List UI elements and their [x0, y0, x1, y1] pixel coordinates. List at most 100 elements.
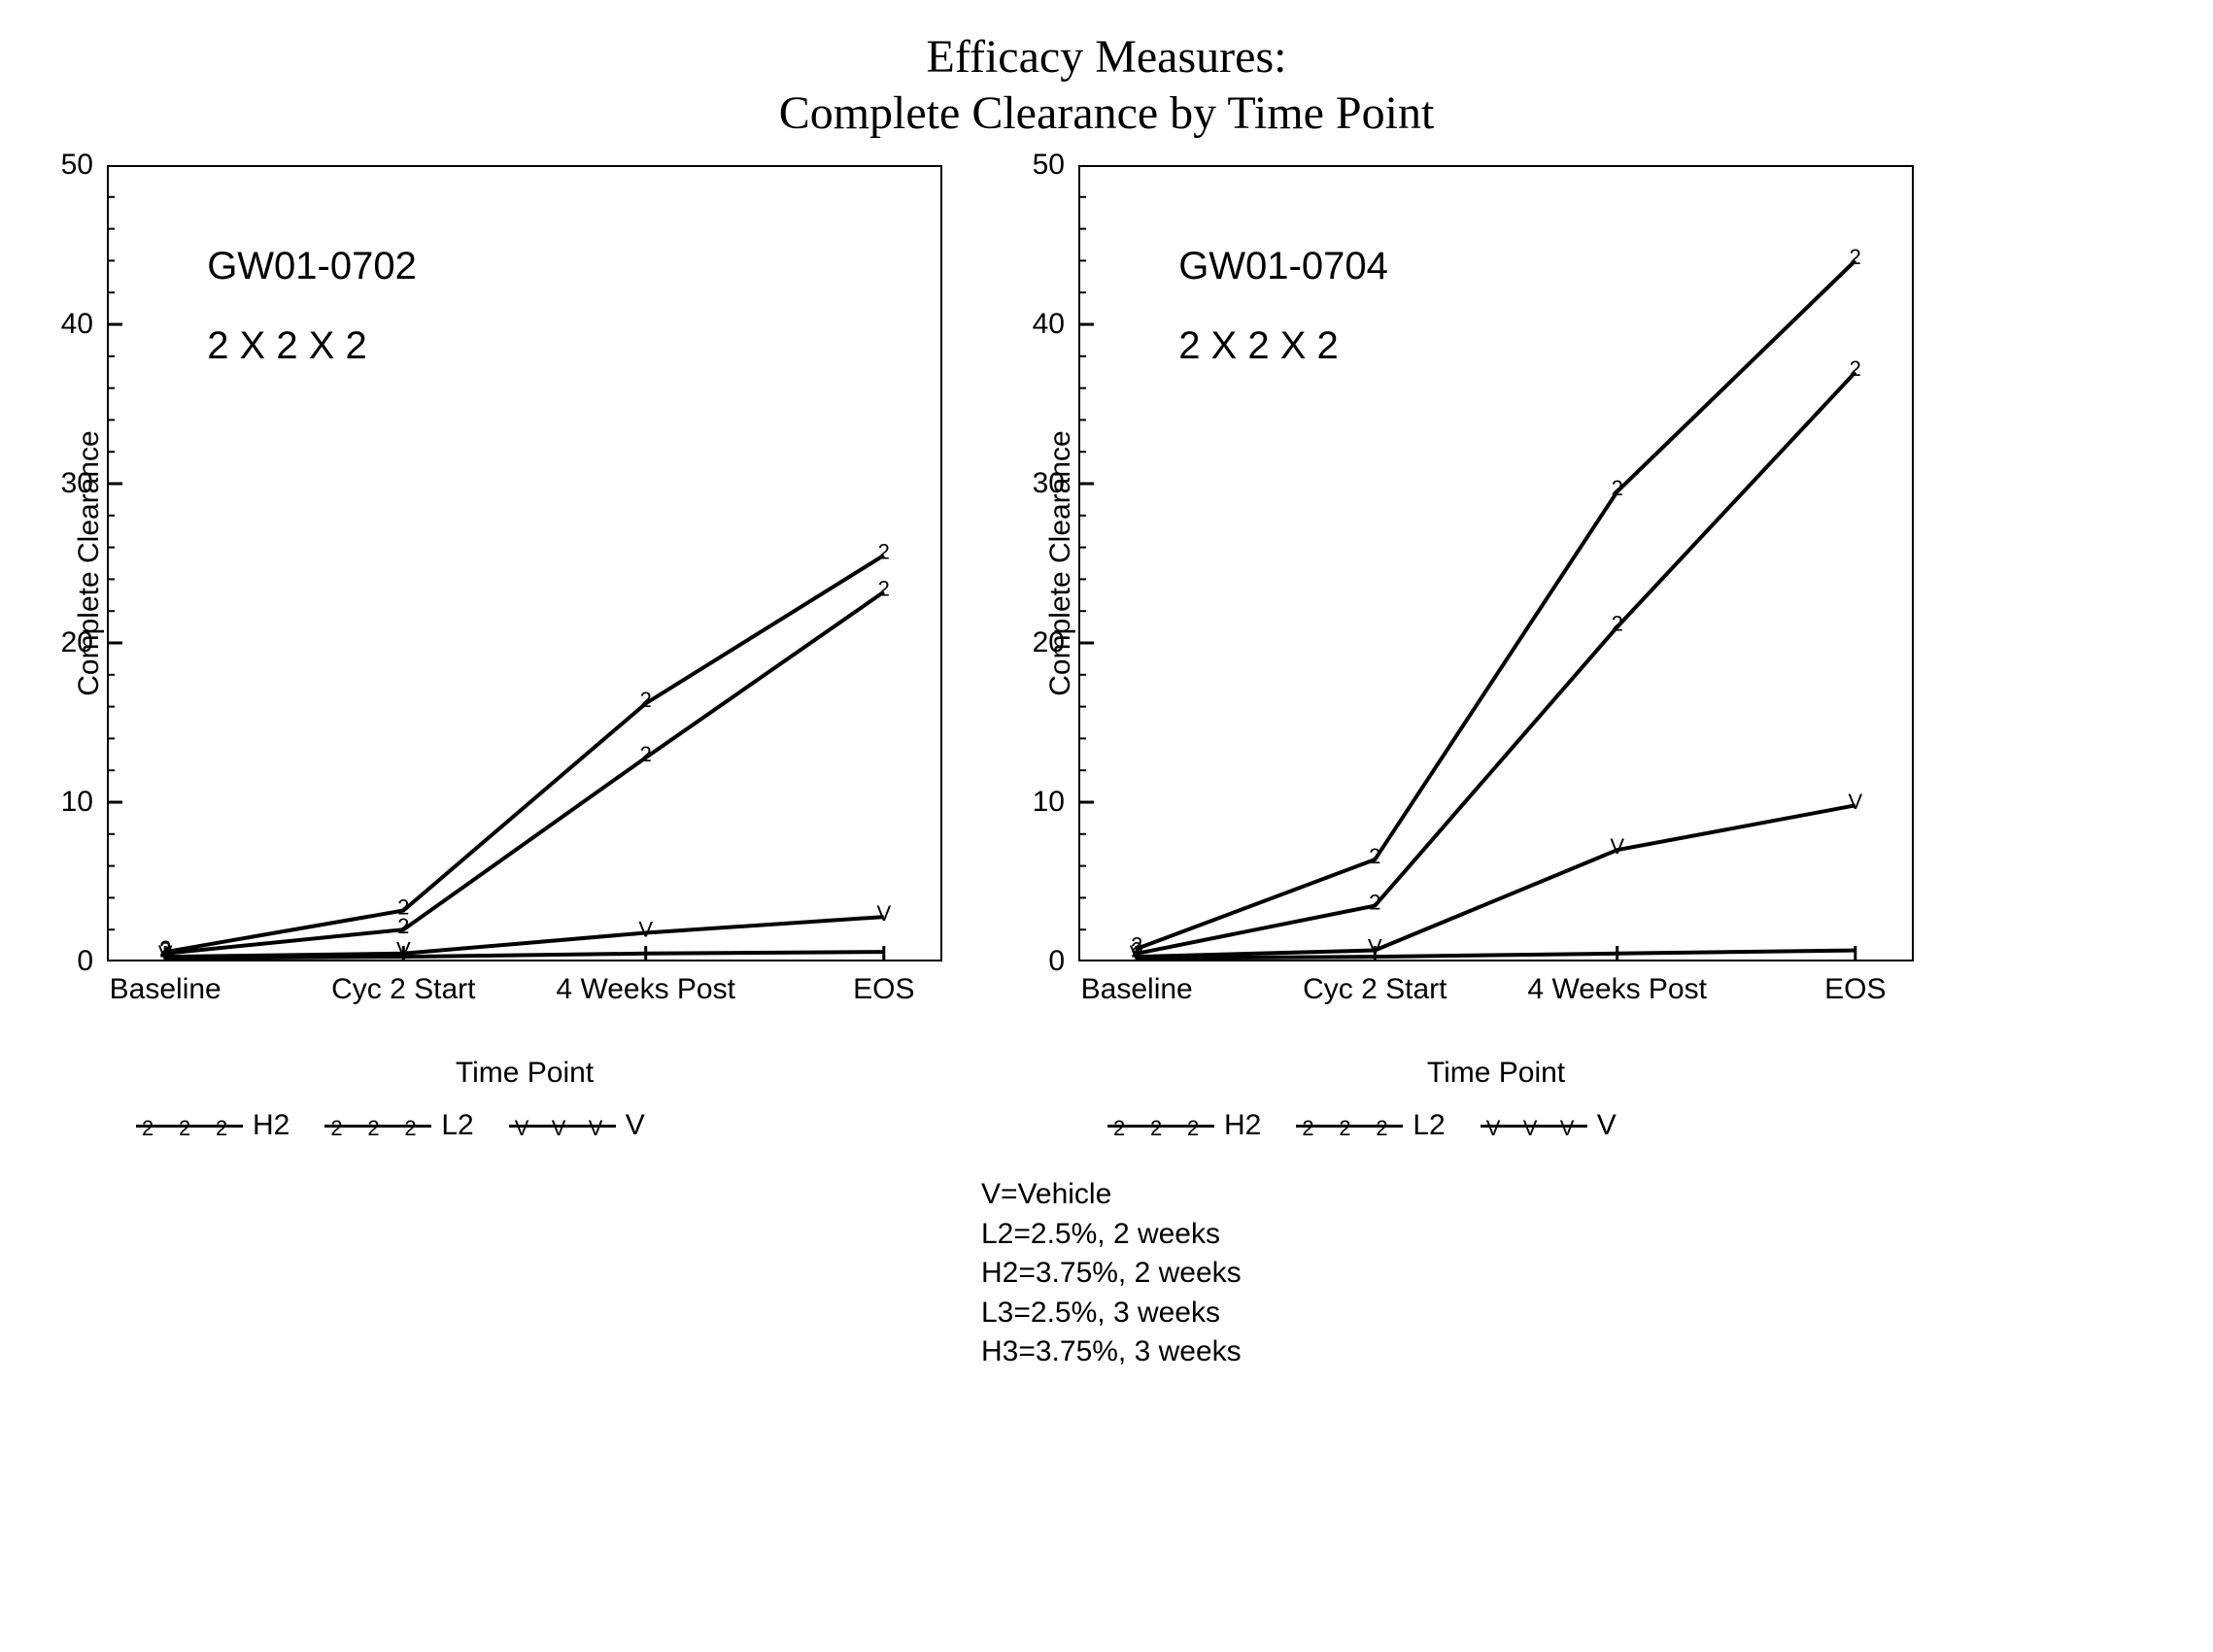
legend-marker-glyph: 2 — [1187, 1116, 1199, 1141]
legend-swatch: 222 — [1107, 1125, 1214, 1128]
page: Efficacy Measures: Complete Clearance by… — [0, 0, 2213, 1652]
x-tick-labels: Baseline Cyc 2 Start 4 Weeks Post EOS — [107, 973, 942, 1008]
x-axis-label: Time Point — [107, 1057, 942, 1090]
chart-panel-GW01-0704: Complete Clearance0102030405022222222VVV… — [1078, 165, 1914, 1142]
series-marker-V: V — [1848, 790, 1862, 814]
charts-row: Complete Clearance0102030405022222222VVV… — [107, 165, 1914, 1142]
legend-marker-glyph: V — [1523, 1116, 1538, 1141]
x-tick-labels: Baseline Cyc 2 Start 4 Weeks Post EOS — [1078, 973, 1914, 1008]
series-marker-L2: 2 — [878, 576, 890, 600]
y-tick-label: 20 — [61, 626, 93, 659]
legend-marker-glyph: 2 — [1150, 1116, 1162, 1141]
series-marker-H2: 2 — [640, 688, 652, 712]
x-tick-label: Baseline — [1081, 973, 1193, 1006]
legend-marker-glyph: V — [589, 1116, 603, 1141]
legend-marker-glyph: V — [552, 1116, 566, 1141]
legend-definition-line: V=Vehicle — [981, 1175, 1242, 1215]
series-marker-L2: 2 — [640, 742, 652, 766]
y-tick-label: 10 — [1033, 786, 1065, 819]
x-axis-label: Time Point — [1078, 1057, 1914, 1090]
legend-swatch: 222 — [1296, 1125, 1403, 1128]
legend-marker-glyph: 2 — [1376, 1116, 1387, 1141]
x-tick-label: EOS — [853, 973, 914, 1006]
legend-item-L2: 222L2 — [324, 1109, 473, 1142]
legend-definitions: V=VehicleL2=2.5%, 2 weeksH2=3.75%, 2 wee… — [981, 1175, 1242, 1372]
series-marker-L2: 2 — [397, 914, 409, 938]
legend-item-H2: 222H2 — [1107, 1109, 1261, 1142]
panel-label-sub: 2 X 2 X 2 — [1178, 324, 1339, 368]
series-marker-L2: 2 — [1612, 611, 1623, 635]
legend-label: L2 — [441, 1109, 473, 1142]
legend-item-V: VVVV — [1481, 1109, 1617, 1142]
x-tick-label: 4 Weeks Post — [556, 973, 735, 1006]
legend-label: H2 — [1224, 1109, 1261, 1142]
series-marker-L2: 2 — [1369, 890, 1380, 914]
chart-panel-GW01-0702: Complete Clearance0102030405022222222VVV… — [107, 165, 942, 1142]
legend-label: H2 — [253, 1109, 289, 1142]
plot-area: Complete Clearance0102030405022222222VVV… — [1078, 165, 1914, 961]
legend-marker-glyph: 2 — [1302, 1116, 1313, 1141]
series-marker-H2: 2 — [878, 540, 890, 564]
series-legend: 222H2222L2VVVV — [1078, 1109, 1914, 1142]
legend-marker-glyph: 2 — [1339, 1116, 1350, 1141]
legend-marker-glyph: 2 — [367, 1116, 379, 1141]
series-line-L2 — [165, 592, 884, 954]
y-tick-label: 10 — [61, 786, 93, 819]
series-marker-V: V — [638, 917, 653, 941]
x-tick-label: Cyc 2 Start — [1303, 973, 1447, 1006]
legend-label: V — [626, 1109, 645, 1142]
figure-title: Efficacy Measures: Complete Clearance by… — [0, 29, 2213, 141]
series-marker-H2: 2 — [1850, 245, 1861, 269]
legend-item-H2: 222H2 — [136, 1109, 289, 1142]
panel-label-main: GW01-0702 — [207, 245, 417, 288]
legend-marker-glyph: 2 — [142, 1116, 153, 1141]
legend-swatch: 222 — [324, 1125, 431, 1128]
title-line-2: Complete Clearance by Time Point — [0, 85, 2213, 142]
series-marker-L2: 2 — [1850, 356, 1861, 381]
series-legend: 222H2222L2VVVV — [107, 1109, 942, 1142]
legend-marker-glyph: 2 — [1113, 1116, 1125, 1141]
legend-marker-glyph: 2 — [404, 1116, 416, 1141]
series-line-V — [1137, 805, 1856, 957]
y-tick-label: 0 — [77, 945, 93, 978]
legend-marker-glyph: 2 — [330, 1116, 342, 1141]
y-tick-label: 50 — [1033, 149, 1065, 182]
legend-swatch: VVV — [509, 1125, 616, 1128]
legend-marker-glyph: 2 — [179, 1116, 190, 1141]
legend-label: L2 — [1413, 1109, 1445, 1142]
title-line-1: Efficacy Measures: — [0, 29, 2213, 85]
plot-area: Complete Clearance0102030405022222222VVV… — [107, 165, 942, 961]
series-marker-V: V — [1610, 834, 1624, 859]
legend-item-V: VVVV — [509, 1109, 645, 1142]
legend-marker-glyph: 2 — [216, 1116, 227, 1141]
legend-marker-glyph: V — [515, 1116, 529, 1141]
x-tick-label: EOS — [1824, 973, 1886, 1006]
legend-definition-line: H2=3.75%, 2 weeks — [981, 1254, 1242, 1294]
y-tick-label: 30 — [1033, 467, 1065, 500]
series-line-H2 — [165, 556, 884, 952]
y-tick-label: 0 — [1048, 945, 1065, 978]
x-tick-label: Cyc 2 Start — [331, 973, 475, 1006]
y-tick-label: 20 — [1033, 626, 1065, 659]
x-tick-label: 4 Weeks Post — [1527, 973, 1707, 1006]
legend-definition-line: L2=2.5%, 2 weeks — [981, 1215, 1242, 1255]
legend-marker-glyph: V — [1560, 1116, 1575, 1141]
legend-label: V — [1597, 1109, 1617, 1142]
legend-swatch: VVV — [1481, 1125, 1587, 1128]
series-marker-H2: 2 — [1369, 844, 1380, 868]
panel-label-sub: 2 X 2 X 2 — [207, 324, 367, 368]
panel-label-main: GW01-0704 — [1178, 245, 1388, 288]
legend-definition-line: L3=2.5%, 3 weeks — [981, 1294, 1242, 1333]
y-tick-label: 30 — [61, 467, 93, 500]
legend-swatch: 222 — [136, 1125, 243, 1128]
x-tick-label: Baseline — [110, 973, 221, 1006]
series-marker-H2: 2 — [1612, 476, 1623, 500]
series-marker-V: V — [876, 901, 891, 926]
y-tick-label: 40 — [1033, 308, 1065, 341]
series-line-L2 — [1137, 372, 1856, 954]
legend-item-L2: 222L2 — [1296, 1109, 1445, 1142]
legend-definition-line: H3=3.75%, 3 weeks — [981, 1332, 1242, 1372]
y-tick-label: 50 — [61, 149, 93, 182]
y-tick-label: 40 — [61, 308, 93, 341]
legend-marker-glyph: V — [1486, 1116, 1501, 1141]
